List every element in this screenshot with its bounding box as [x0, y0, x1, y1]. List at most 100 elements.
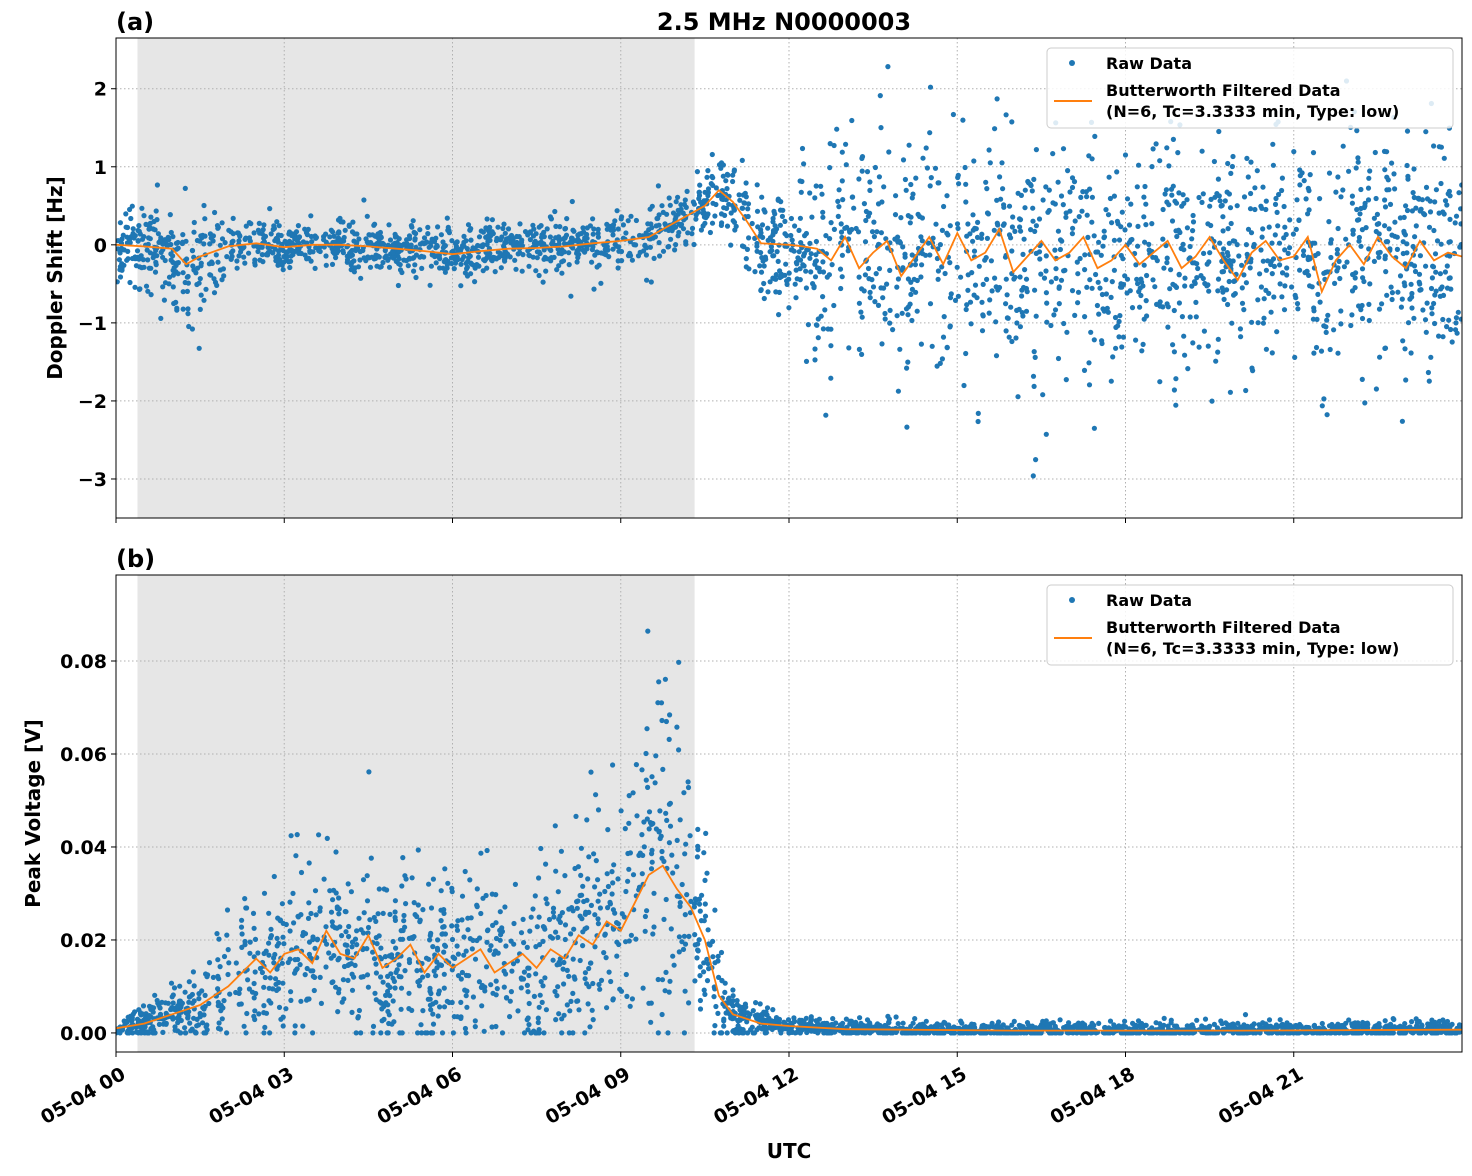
raw-data-point [1317, 196, 1322, 201]
raw-data-point [1248, 265, 1253, 270]
raw-data-point [1151, 146, 1156, 151]
raw-data-point [368, 265, 373, 270]
raw-data-point [690, 226, 695, 231]
raw-data-point [692, 978, 697, 983]
raw-data-point [759, 195, 764, 200]
raw-data-point [598, 281, 603, 286]
raw-data-point [556, 263, 561, 268]
raw-data-point [308, 213, 313, 218]
raw-data-point [1278, 281, 1283, 286]
raw-data-point [1082, 368, 1087, 373]
raw-data-point [1061, 146, 1066, 151]
raw-data-point [215, 226, 220, 231]
raw-data-point [1096, 1021, 1101, 1026]
raw-data-point [639, 832, 644, 837]
raw-data-point [397, 243, 402, 248]
raw-data-point [721, 205, 726, 210]
raw-data-point [840, 253, 845, 258]
raw-data-point [1399, 305, 1404, 310]
raw-data-point [343, 942, 348, 947]
raw-data-point [832, 227, 837, 232]
raw-data-point [1260, 185, 1265, 190]
raw-data-point [559, 849, 564, 854]
raw-data-point [461, 244, 466, 249]
raw-data-point [1321, 396, 1326, 401]
raw-data-point [1044, 301, 1049, 306]
raw-data-point [463, 270, 468, 275]
raw-data-point [1360, 316, 1365, 321]
raw-data-point [1406, 320, 1411, 325]
raw-data-point [1228, 171, 1233, 176]
raw-data-point [1260, 235, 1265, 240]
raw-data-point [878, 93, 883, 98]
raw-data-point [1306, 186, 1311, 191]
raw-data-point [656, 1030, 661, 1035]
raw-data-point [1092, 426, 1097, 431]
raw-data-point [947, 324, 952, 329]
raw-data-point [463, 1026, 468, 1031]
raw-data-point [548, 214, 553, 219]
raw-data-point [667, 840, 672, 845]
raw-data-point [563, 937, 568, 942]
raw-data-point [668, 237, 673, 242]
raw-data-point [604, 955, 609, 960]
raw-data-point [808, 269, 813, 274]
raw-data-point [555, 962, 560, 967]
raw-data-point [959, 1021, 964, 1026]
raw-data-point [1096, 312, 1101, 317]
raw-data-point [1362, 400, 1367, 405]
raw-data-point [292, 971, 297, 976]
raw-data-point [1182, 276, 1187, 281]
raw-data-point [1431, 301, 1436, 306]
raw-data-point [402, 873, 407, 878]
raw-data-point [920, 156, 925, 161]
raw-data-point [1301, 248, 1306, 253]
raw-data-point [630, 996, 635, 1001]
raw-data-point [1042, 276, 1047, 281]
raw-data-point [1193, 300, 1198, 305]
raw-data-point [1217, 241, 1222, 246]
raw-data-point [595, 264, 600, 269]
raw-data-point [1374, 196, 1379, 201]
raw-data-point [490, 892, 495, 897]
raw-data-point [333, 849, 338, 854]
raw-data-point [1311, 150, 1316, 155]
raw-data-point [362, 255, 367, 260]
raw-data-point [350, 248, 355, 253]
raw-data-point [553, 224, 558, 229]
raw-data-point [321, 237, 326, 242]
raw-data-point [997, 174, 1002, 179]
raw-data-point [610, 227, 615, 232]
raw-data-point [1302, 178, 1307, 183]
raw-data-point [865, 169, 870, 174]
raw-data-point [1442, 211, 1447, 216]
raw-data-point [455, 943, 460, 948]
raw-data-point [287, 900, 292, 905]
raw-data-point [279, 233, 284, 238]
raw-data-point [1112, 268, 1117, 273]
raw-data-point [1427, 379, 1432, 384]
raw-data-point [1058, 247, 1063, 252]
raw-data-point [830, 262, 835, 267]
raw-data-point [1243, 388, 1248, 393]
raw-data-point [1173, 403, 1178, 408]
raw-data-point [988, 160, 993, 165]
y-tick-label: −1 [78, 313, 107, 335]
raw-data-point [218, 243, 223, 248]
raw-data-point [1411, 166, 1416, 171]
raw-data-point [247, 951, 252, 956]
raw-data-point [488, 943, 493, 948]
raw-data-point [1172, 349, 1177, 354]
raw-data-point [376, 231, 381, 236]
raw-data-point [1259, 284, 1264, 289]
raw-data-point [1230, 154, 1235, 159]
raw-data-point [626, 867, 631, 872]
raw-data-point [1228, 390, 1233, 395]
raw-data-point [181, 270, 186, 275]
raw-data-point [1324, 330, 1329, 335]
raw-data-point [292, 1030, 297, 1035]
raw-data-point [804, 231, 809, 236]
raw-data-point [449, 261, 454, 266]
raw-data-point [1280, 176, 1285, 181]
raw-data-point [1123, 152, 1128, 157]
